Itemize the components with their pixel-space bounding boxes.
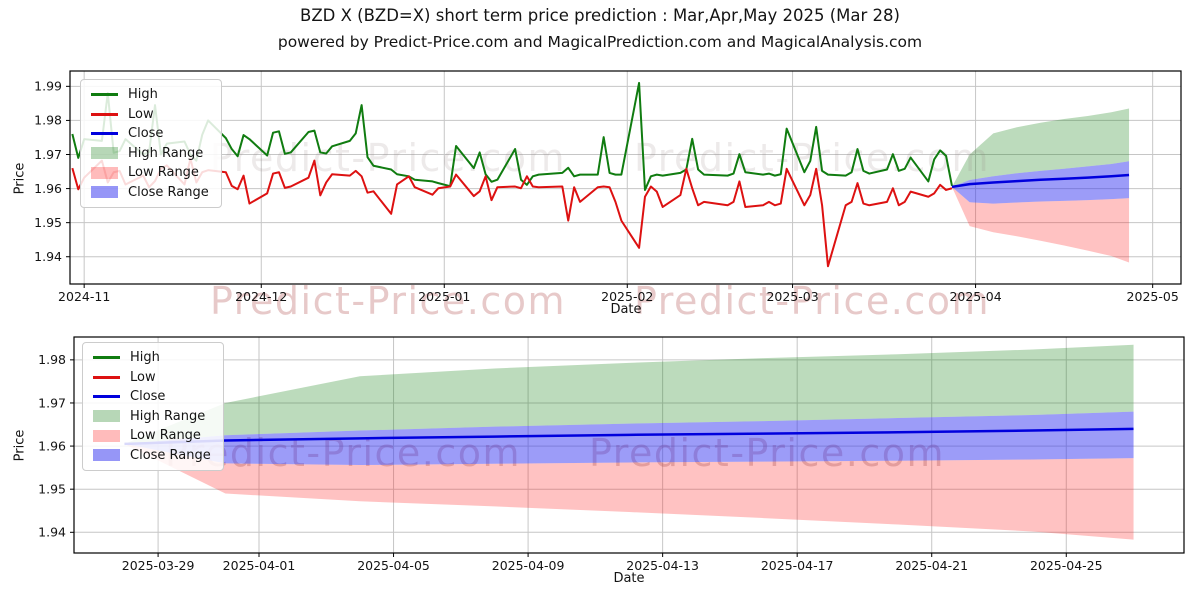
x-tick-label: 2025-04-13 bbox=[626, 558, 699, 573]
top-y-axis-label: Price bbox=[12, 162, 28, 195]
x-tick-label: 2025-04-09 bbox=[492, 558, 565, 573]
y-tick-label: 1.98 bbox=[38, 352, 66, 367]
low-range-band bbox=[951, 186, 1130, 263]
legend-item-low-range: Low Range bbox=[91, 166, 209, 179]
x-tick-label: 2025-04-21 bbox=[895, 558, 968, 573]
legend-swatch-low-line bbox=[93, 375, 120, 379]
y-tick-label: 1.97 bbox=[34, 147, 62, 162]
y-tick-label: 1.94 bbox=[38, 525, 66, 540]
plot-border bbox=[73, 336, 1185, 554]
x-tick-label: 2025-05 bbox=[1127, 289, 1179, 304]
bottom-chart: Predict-Price.com Predict-Price.com2025-… bbox=[38, 336, 1185, 573]
close-range-band bbox=[951, 161, 1130, 204]
bottom-y-axis-label: Price bbox=[12, 429, 28, 462]
legend-item-close: Close bbox=[91, 127, 209, 140]
legend-swatch-high-range bbox=[93, 410, 120, 422]
y-tick-label: 1.96 bbox=[34, 181, 62, 196]
x-tick-label: 2025-04-25 bbox=[1030, 558, 1103, 573]
x-tick-label: 2025-03 bbox=[766, 289, 818, 304]
chart-title: BZD X (BZD=X) short term price predictio… bbox=[300, 6, 900, 25]
x-tick-label: 2024-11 bbox=[58, 289, 110, 304]
plot-border bbox=[69, 70, 1182, 285]
legend-swatch-low-line bbox=[91, 112, 118, 116]
bottom-x-axis-label: Date bbox=[613, 571, 645, 586]
x-tick-label: 2025-04-17 bbox=[761, 558, 834, 573]
legend-item-low-range: Low Range bbox=[93, 429, 211, 442]
y-tick-label: 1.98 bbox=[34, 113, 62, 128]
x-tick-label: 2025-04-05 bbox=[357, 558, 430, 573]
high-range-band bbox=[951, 108, 1130, 187]
high-range-band bbox=[124, 344, 1134, 444]
y-tick-label: 1.97 bbox=[38, 395, 66, 410]
y-tick-label: 1.95 bbox=[38, 481, 66, 496]
y-tick-label: 1.94 bbox=[34, 249, 62, 264]
legend-swatch-high-line bbox=[93, 356, 120, 359]
top-x-axis-label: Date bbox=[610, 302, 642, 317]
x-tick-label: 2024-12 bbox=[235, 289, 287, 304]
legend-item-high-range: High Range bbox=[93, 410, 211, 423]
legend-swatch-low-range bbox=[93, 429, 120, 442]
low-range-band bbox=[124, 443, 1134, 540]
y-tick-label: 1.95 bbox=[34, 215, 62, 230]
legend-item-low: Low bbox=[93, 371, 211, 384]
chart-subtitle: powered by Predict-Price.com and Magical… bbox=[277, 33, 923, 51]
legend-swatch-close-line bbox=[93, 395, 120, 398]
legend-item-low: Low bbox=[91, 108, 209, 121]
x-tick-label: 2025-03-29 bbox=[122, 558, 195, 573]
legend-swatch-close-line bbox=[91, 132, 118, 135]
x-tick-label: 2025-01 bbox=[418, 289, 470, 304]
legend-swatch-close-range bbox=[91, 186, 118, 198]
close-range-band bbox=[124, 411, 1134, 466]
legend-item-close-range: Close Range bbox=[91, 186, 209, 199]
legend-swatch-low-range bbox=[91, 166, 118, 179]
legend-item-close-range: Close Range bbox=[93, 449, 211, 462]
x-tick-label: 2025-04-01 bbox=[223, 558, 296, 573]
legend-item-close: Close bbox=[93, 390, 211, 403]
legend-item-high: High bbox=[91, 88, 209, 101]
y-tick-label: 1.99 bbox=[34, 79, 62, 94]
legend-swatch-high-line bbox=[91, 93, 118, 96]
y-tick-label: 1.96 bbox=[38, 438, 66, 453]
x-tick-label: 2025-02 bbox=[601, 289, 653, 304]
bottom-chart-legend: High Low Close High Range Low Range Clos… bbox=[82, 342, 224, 471]
legend-swatch-close-range bbox=[93, 449, 120, 461]
watermark-text: Predict-Price.com Predict-Price.com bbox=[210, 279, 990, 323]
legend-item-high-range: High Range bbox=[91, 147, 209, 160]
legend-item-high: High bbox=[93, 351, 211, 364]
x-tick-label: 2025-04 bbox=[949, 289, 1001, 304]
close-line bbox=[951, 173, 1130, 189]
legend-swatch-high-range bbox=[91, 147, 118, 159]
top-chart-legend: High Low Close High Range Low Range Clos… bbox=[80, 79, 222, 208]
close-line bbox=[124, 427, 1134, 446]
